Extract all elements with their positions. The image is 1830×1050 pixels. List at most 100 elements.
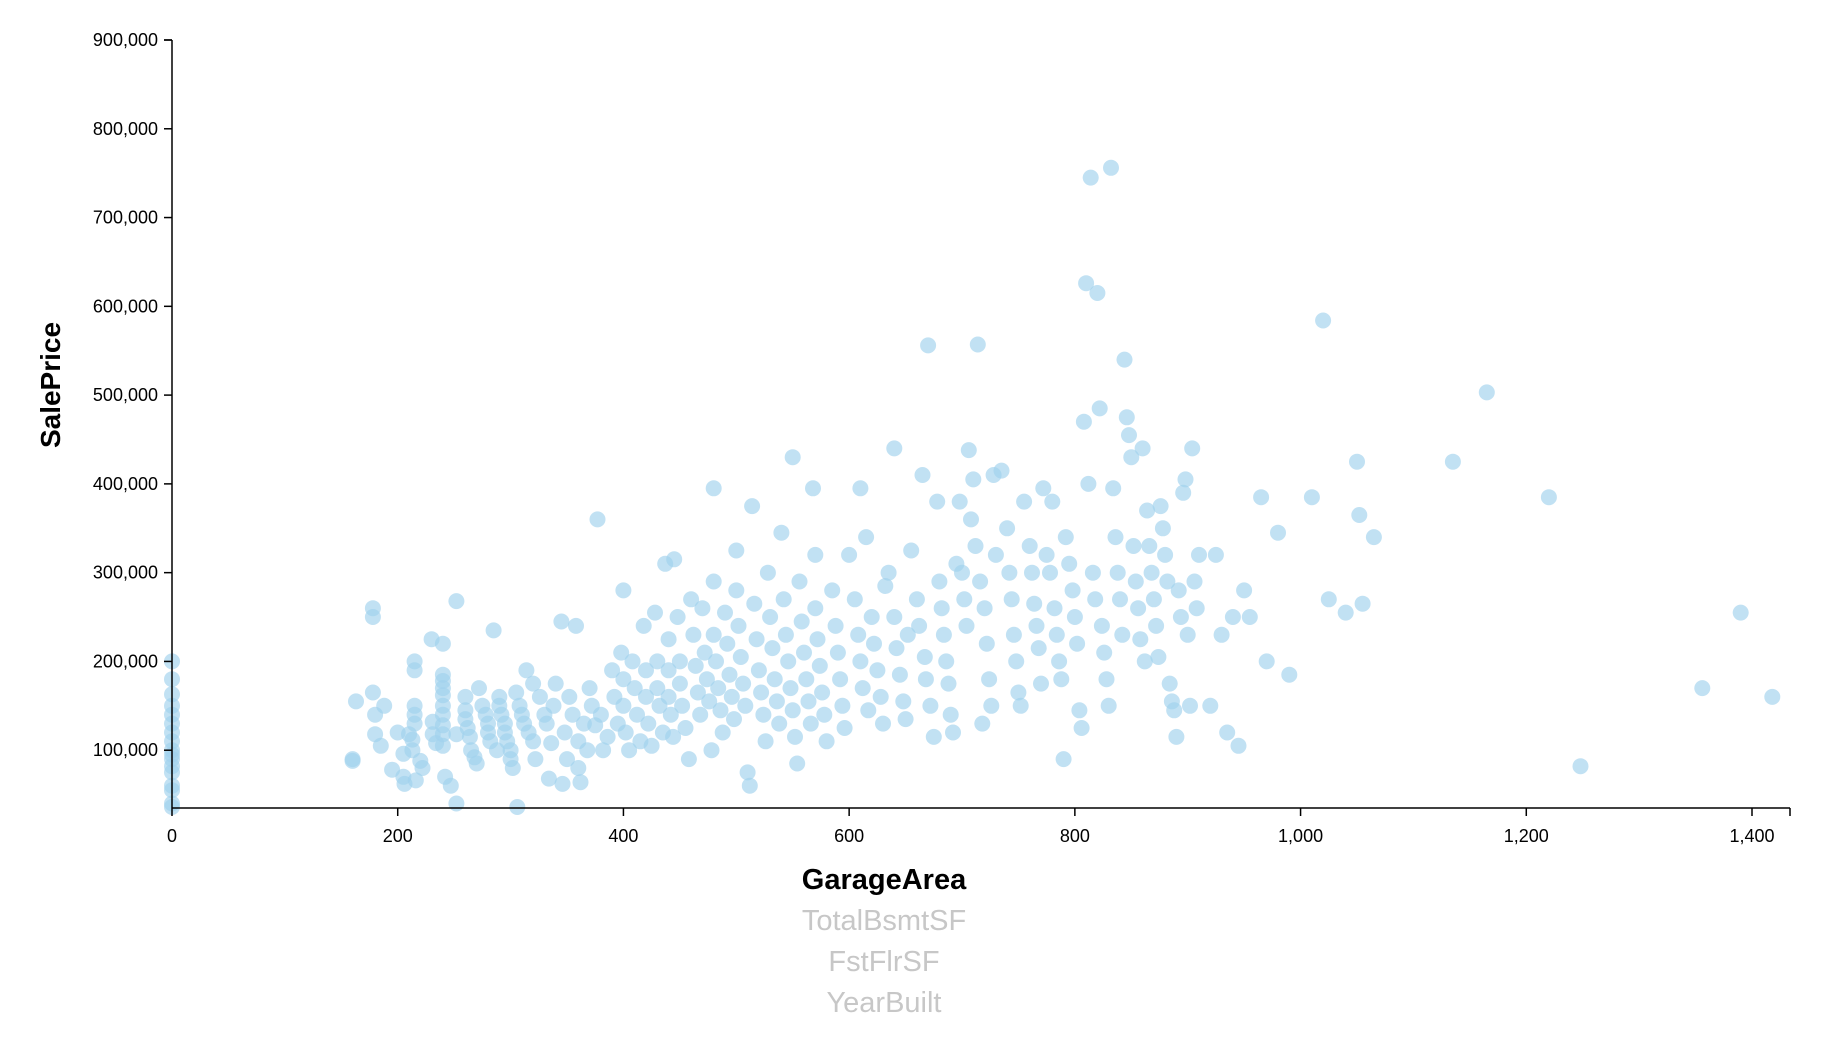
data-point [1114,626,1131,643]
data-point [615,582,632,599]
x-tick-label: 1,400 [1729,826,1774,846]
data-point [1008,653,1025,670]
data-point [703,742,720,759]
data-point [1087,591,1104,608]
data-point [1116,351,1133,368]
data-point [827,617,844,634]
data-point [1026,595,1043,612]
data-point [527,751,544,768]
data-point [832,671,849,688]
data-point [914,467,931,483]
data-point [595,742,612,759]
data-point [461,728,478,745]
data-point [1048,626,1065,643]
data-point [911,617,928,634]
data-point [802,715,819,732]
data-point [615,697,632,714]
data-point [836,720,853,736]
data-point [1073,720,1090,736]
data-point [662,706,679,723]
data-point [485,622,502,639]
data-point [852,480,869,497]
variable-option-totalbsmtsf[interactable]: TotalBsmtSF [801,905,967,937]
data-point [1121,427,1137,444]
data-point [1051,653,1068,670]
variable-option-yearbuilt[interactable]: YearBuilt [826,987,942,1019]
variable-option-garagearea[interactable]: GarageArea [801,864,967,896]
data-point [1241,609,1258,625]
data-point [1154,520,1171,537]
data-point [1236,582,1253,599]
data-point [1012,697,1029,714]
data-point [1057,529,1074,546]
data-point [714,724,731,741]
data-point [814,684,831,701]
x-tick-label: 400 [608,826,638,846]
y-tick-label: 300,000 [93,563,158,583]
data-point [1732,604,1749,621]
data-point [951,493,968,510]
data-point [364,609,381,625]
data-point [1179,626,1196,643]
data-point [956,591,973,608]
y-axis-label: SalePrice [35,322,66,448]
data-point [1230,737,1247,754]
data-point [1141,538,1158,554]
data-point [568,617,584,634]
data-point [624,653,641,670]
data-point [604,662,621,679]
data-point [669,609,686,625]
data-point [554,775,571,792]
data-point [775,591,792,608]
data-point [696,644,713,661]
data-point [728,542,745,559]
data-point [531,688,548,705]
data-point [746,595,763,612]
data-point [1139,502,1156,519]
data-point [1202,697,1219,714]
data-point [1351,507,1368,523]
data-point [1003,591,1020,608]
data-point [880,564,897,581]
data-point [509,799,526,815]
data-point [660,688,677,705]
data-point [1098,671,1115,688]
data-point [1103,159,1119,176]
data-point [683,591,700,608]
data-point [581,680,598,697]
data-point [434,737,451,754]
data-point [376,697,393,714]
data-point [1182,697,1198,714]
data-point [471,680,487,697]
data-point [1123,449,1140,466]
variable-option-fstflrsf[interactable]: FstFlrSF [828,946,940,978]
data-point [442,777,459,794]
data-point [348,693,364,710]
y-tick-label: 700,000 [93,208,158,228]
data-point [920,337,937,354]
data-point [1130,600,1147,617]
data-point [811,657,828,674]
data-point [1349,453,1365,470]
data-point [694,600,711,617]
data-point [1021,538,1038,554]
data-point [1125,538,1142,554]
data-point [564,706,581,723]
y-tick-label: 900,000 [93,30,158,50]
data-point [518,662,535,679]
data-point [1030,640,1047,657]
data-point [538,715,555,732]
data-point [525,733,542,750]
data-point [372,737,389,754]
data-point [850,626,867,643]
data-point [1089,285,1106,301]
data-point [1046,600,1063,617]
data-point [886,609,903,625]
data-point [1082,169,1099,186]
data-point [613,644,630,661]
data-point [1075,413,1092,430]
data-point [1315,312,1332,329]
data-point [938,653,955,670]
data-point [809,631,826,648]
data-point [748,631,765,648]
